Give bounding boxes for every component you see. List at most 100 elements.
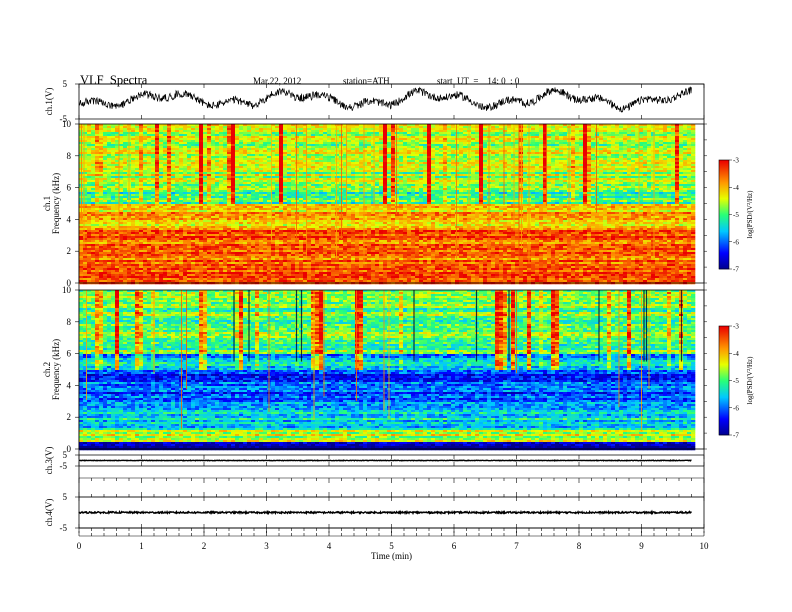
spectrogram-cell xyxy=(311,274,316,277)
spectrogram-cell xyxy=(131,226,136,229)
spectrogram-cell xyxy=(155,262,160,265)
spectrogram-cell xyxy=(155,198,160,201)
spectrogram-cell xyxy=(179,222,184,225)
spectrogram-cell xyxy=(151,258,156,261)
spectrogram-cell xyxy=(223,276,228,279)
spectrogram-cell xyxy=(307,182,312,185)
spectrogram-cell xyxy=(191,150,196,153)
spectrogram-cell xyxy=(219,270,224,273)
spectrogram-cell xyxy=(139,242,144,245)
spectrogram-cell xyxy=(283,154,288,157)
spectrogram-cell xyxy=(187,202,192,205)
spectrogram-cell xyxy=(159,266,164,269)
spectrogram-cell xyxy=(227,240,232,243)
spectrogram-cell xyxy=(187,244,192,247)
spectrogram-cell xyxy=(271,182,276,185)
spectrogram-cell xyxy=(99,278,104,281)
spectrogram-cell xyxy=(187,164,192,167)
spectrogram-cell xyxy=(143,166,148,169)
spectrogram-cell xyxy=(311,264,316,267)
spectrogram-cell xyxy=(131,136,136,139)
spectrogram-cell xyxy=(95,220,100,223)
spectrogram-cell xyxy=(255,226,260,229)
spectrogram-cell xyxy=(203,152,208,155)
spectrogram-cell xyxy=(303,126,308,129)
spectrogram-cell xyxy=(219,208,224,211)
spectrogram-cell xyxy=(123,202,128,205)
spectrogram-cell xyxy=(235,152,240,155)
spectrogram-cell xyxy=(107,162,112,165)
spectrogram-cell xyxy=(275,138,280,141)
spectrogram-cell xyxy=(275,206,280,209)
spectrogram-cell xyxy=(211,212,216,215)
spectrogram-cell xyxy=(303,238,308,241)
spectrogram-cell xyxy=(163,180,168,183)
spectrogram-cell xyxy=(251,136,256,139)
spectrogram-cell xyxy=(235,236,240,239)
spectrogram-cell xyxy=(87,178,92,181)
spectrogram-cell xyxy=(191,276,196,279)
spectrogram-cell xyxy=(231,272,236,275)
spectrogram-cell xyxy=(107,144,112,147)
spectrogram-cell xyxy=(147,148,152,151)
spectrogram-cell xyxy=(279,206,284,209)
spectrogram-cell xyxy=(235,186,240,189)
spectrogram-cell xyxy=(171,192,176,195)
spectrogram-cell xyxy=(131,260,136,263)
spectrogram-cell xyxy=(91,262,96,265)
spectrogram-cell xyxy=(103,126,108,129)
spectrogram-cell xyxy=(111,130,116,133)
spectrogram-cell xyxy=(175,230,180,233)
spectrogram-cell xyxy=(147,172,152,175)
spectrogram-cell xyxy=(147,144,152,147)
spectrogram-cell xyxy=(167,222,172,225)
spectrogram-cell xyxy=(195,262,200,265)
spectrogram-cell xyxy=(155,260,160,263)
spectrogram-cell xyxy=(143,244,148,247)
spectrogram-cell xyxy=(251,140,256,143)
spectrogram-cell xyxy=(155,212,160,215)
spectrogram-cell xyxy=(99,260,104,263)
spectrogram-cell xyxy=(263,204,268,207)
spectrogram-cell xyxy=(267,182,272,185)
spectrogram-cell xyxy=(159,192,164,195)
spectrogram-cell xyxy=(239,270,244,273)
spectrogram-cell xyxy=(219,226,224,229)
spectrogram-cell xyxy=(295,254,300,257)
spectrogram-cell xyxy=(155,236,160,239)
spectrogram-cell xyxy=(151,210,156,213)
spectrogram-cell xyxy=(87,252,92,255)
spectrogram-cell xyxy=(299,138,304,141)
spectrogram-cell xyxy=(275,178,280,181)
spectrogram-cell xyxy=(91,148,96,151)
spectrogram-cell xyxy=(219,166,224,169)
spectrogram-cell xyxy=(211,216,216,219)
spectrogram-cell xyxy=(191,268,196,271)
spectrogram-cell xyxy=(223,274,228,277)
spectrogram-cell xyxy=(187,218,192,221)
spectrogram-cell xyxy=(235,280,240,283)
spectrogram-cell xyxy=(227,144,232,147)
spectrogram-cell xyxy=(227,142,232,145)
spectrogram-cell xyxy=(163,158,168,161)
spectrogram-cell xyxy=(187,142,192,145)
spectrogram-cell xyxy=(307,266,312,269)
spectrogram-cell xyxy=(227,132,232,135)
spectrogram-cell xyxy=(263,256,268,259)
spectrogram-cell xyxy=(103,152,108,155)
spectrogram-cell xyxy=(91,158,96,161)
spectrogram-cell xyxy=(179,218,184,221)
spectrogram-cell xyxy=(99,156,104,159)
spectrogram-cell xyxy=(219,184,224,187)
spectrogram-cell xyxy=(183,178,188,181)
spectrogram-cell xyxy=(259,268,264,271)
spectrogram-cell xyxy=(155,210,160,213)
spectrogram-cell xyxy=(215,254,220,257)
spectrogram-cell xyxy=(103,270,108,273)
spectrogram-cell xyxy=(255,276,260,279)
spectrogram-cell xyxy=(239,154,244,157)
spectrogram-cell xyxy=(119,276,124,279)
spectrogram-cell xyxy=(135,228,140,231)
spectrogram-cell xyxy=(211,228,216,231)
spectrogram-cell xyxy=(131,190,136,193)
